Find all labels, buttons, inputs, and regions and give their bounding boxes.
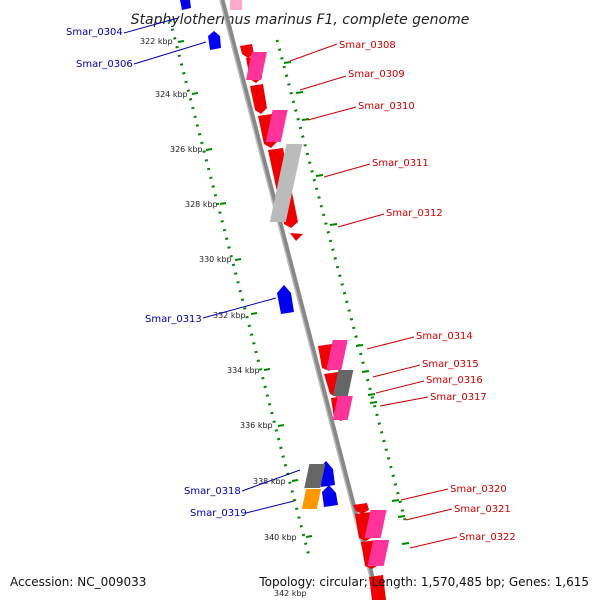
genome-summary-text: Topology: circular; Length: 1,570,485 bp… [258,575,589,589]
gene-label: Smar_0320 [450,484,507,495]
genome-backbone-highlight [219,0,377,600]
tick-label: 328 kbp [185,200,218,209]
reverse-features [240,44,386,600]
tick-label: 326 kbp [170,145,203,154]
ruler-dotted-track [168,19,312,561]
tick-label: 322 kbp [140,37,173,46]
tick-label: 330 kbp [199,255,232,264]
gene-label: Smar_0306 [76,59,133,70]
ruler-ticks [177,40,313,538]
tick-label: 342 kbp [274,589,307,598]
gene-label: Smar_0317 [430,392,487,403]
gene-label: Smar_0313 [145,314,202,325]
gene-label: Smar_0308 [339,40,396,51]
genome-backbone [219,0,381,600]
gene-label: Smar_0322 [459,532,516,543]
right-gene-labels: Smar_0308 Smar_0309 Smar_0310 Smar_0311 … [289,40,516,549]
gene-label: Smar_0310 [358,101,415,112]
gene-arrow [277,285,294,314]
tick-label: 334 kbp [227,366,260,375]
tick-label: 340 kbp [264,533,297,542]
gene-label: Smar_0316 [426,375,483,386]
gene-label: Smar_0318 [184,486,241,497]
tick-label: 332 kbp [213,311,246,320]
right-dotted-track [275,39,407,521]
gene-label: Smar_0321 [454,504,511,515]
gene-label: Smar_0311 [372,158,429,169]
gene-label: Smar_0315 [422,359,479,370]
gene-label: Smar_0309 [348,69,405,80]
tick-label: 336 kbp [240,421,273,430]
gene-label: Smar_0312 [386,208,443,219]
right-track-marks [283,61,410,545]
accession-text: Accession: NC_009033 [10,575,146,589]
gene-feature-pink-light [230,0,242,10]
gene-arrow [322,485,338,507]
gene-arrow [208,31,221,50]
tick-label: 324 kbp [155,90,188,99]
gene-label: Smar_0319 [190,508,247,519]
left-gene-labels: Smar_0304 Smar_0306 Smar_0313 Smar_0318 … [66,17,301,519]
map-title: Staphylothermus marinus F1, complete gen… [131,12,470,28]
gene-label: Smar_0304 [66,27,123,38]
gene-label: Smar_0314 [416,331,473,342]
gene-arrow [180,0,191,10]
annotation-features [245,52,390,566]
